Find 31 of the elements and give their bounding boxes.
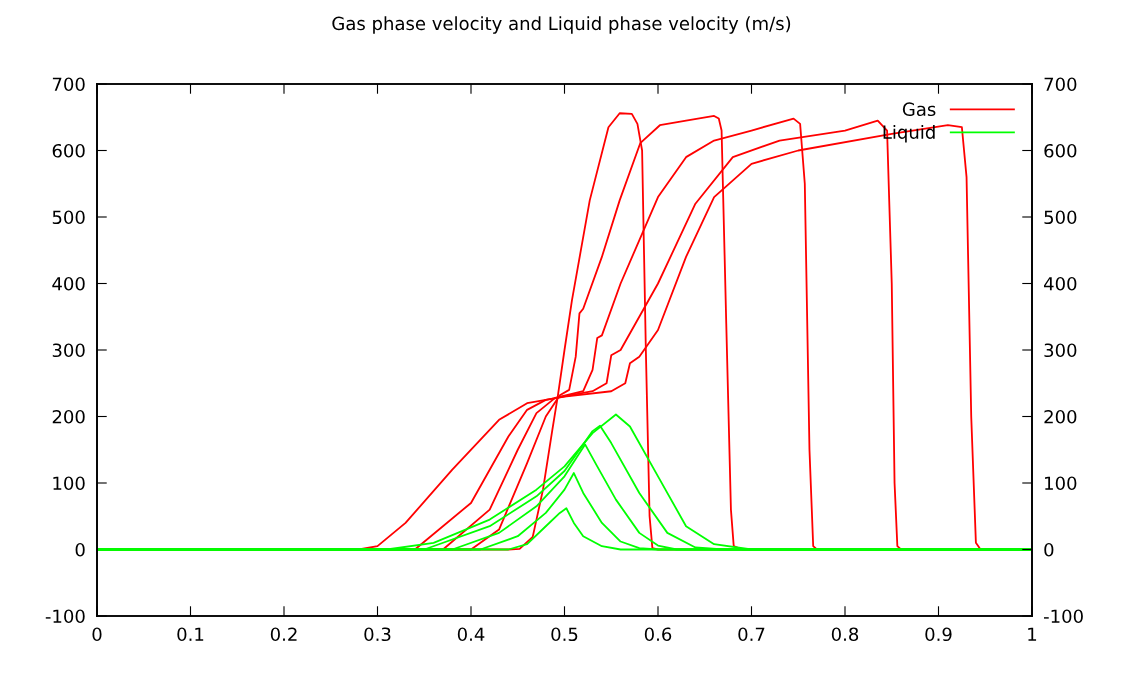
y-tick-label: 600	[52, 143, 85, 158]
y-tick-label: 300	[52, 343, 85, 358]
x-tick-label: 0.8	[831, 627, 859, 642]
y-tick-label: 0	[75, 542, 85, 557]
y2-tick-label: 700	[1044, 77, 1077, 92]
x-tick-label: 0.4	[457, 627, 485, 642]
y2-tick-label: 400	[1043, 276, 1077, 291]
x-tick-label: 0.7	[738, 627, 765, 642]
x-tick-label: 1	[1028, 627, 1037, 641]
x-tick-label: 0.6	[644, 627, 672, 642]
x-tick-label: 0.9	[925, 627, 952, 642]
y2-tick-label: 200	[1044, 409, 1077, 424]
y-tick-label: 200	[52, 409, 85, 424]
y-tick-label: 400	[52, 276, 85, 291]
y2-tick-label: 600	[1044, 143, 1077, 158]
x-tick-label: 0.3	[364, 627, 391, 642]
y2-tick-label: 500	[1044, 210, 1077, 225]
chart-title: Gas phase velocity and Liquid phase velocity (m/s)	[332, 16, 791, 34]
y2-tick-label: -100	[1043, 609, 1083, 624]
x-tick-label: 0	[92, 627, 102, 642]
y-tick-label: 500	[52, 210, 85, 225]
y-tick-label: 100	[53, 476, 85, 491]
y2-tick-label: 0	[1044, 542, 1054, 557]
x-tick-label: 0.2	[270, 627, 297, 642]
y2-tick-label: 300	[1044, 343, 1077, 358]
y-tick-label: 700	[52, 77, 85, 92]
x-tick-label: 0.1	[177, 627, 204, 642]
y-tick-label: -100	[45, 609, 85, 624]
y2-tick-label: 100	[1045, 476, 1077, 491]
x-tick-label: 0.5	[551, 627, 578, 642]
legend-label: Gas	[902, 102, 936, 117]
